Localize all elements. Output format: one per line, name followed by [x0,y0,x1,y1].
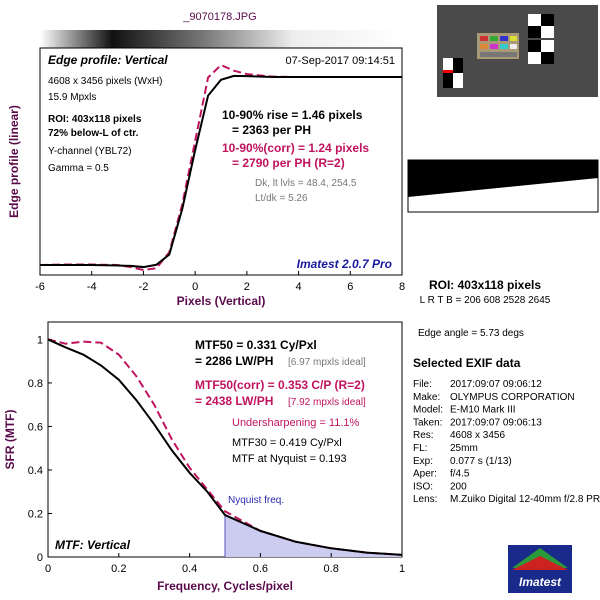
x-tick-label: 0 [192,281,198,293]
exif-value: 4608 x 3456 [450,430,505,441]
annotation: 10-90% rise = 1.46 pixels [222,108,363,122]
annotation: = 2286 LW/PH [195,354,273,368]
exif-key: Res: [413,430,434,441]
exif-value: 0.077 s (1/13) [450,456,512,467]
x-tick-label: 4 [296,281,302,293]
exif-value: 2017:09:07 09:06:13 [450,417,542,428]
annotation: Undersharpening = 11.1% [232,417,360,429]
exif-key: Lens: [413,494,437,505]
annotation: Imatest 2.0.7 Pro [297,257,392,271]
exif-value: f/4.5 [450,469,470,480]
x-tick-label: 0.8 [324,563,339,575]
exif-value: E-M10 Mark III [450,405,516,416]
x-tick-label: -2 [139,281,149,293]
y-tick-label: 0.4 [28,465,43,477]
exif-key: Exp: [413,456,433,467]
nyquist-area [225,515,402,557]
x-tick-label: 2 [244,281,250,293]
exif-value: 25mm [450,443,478,454]
y-tick-label: 0.6 [28,421,43,433]
x-tick-label: 6 [347,281,353,293]
series-line [40,74,402,269]
annotation: 4608 x 3456 pixels (WxH) [48,76,163,87]
logo: Imatest [508,545,572,593]
roi-bounds: L R T B = 206 608 2528 2645 [420,295,551,306]
annotation: = 2790 per PH (R=2) [232,156,345,170]
annotation: 10-90%(corr) = 1.24 pixels [222,141,369,155]
exif-value: OLYMPUS CORPORATION [450,392,575,403]
annotation: Y-channel (YBL72) [48,146,132,157]
series-line [47,338,403,556]
exif-value: M.Zuiko Digital 12-40mm f/2.8 PRO [450,494,600,505]
annotation: MTF: Vertical [55,538,131,552]
exif-key: Taken: [413,417,442,428]
exif-key: Aper: [413,469,437,480]
exif-value: 2017:09:07 09:06:12 [450,379,542,390]
x-tick-label: 0.2 [111,563,126,575]
exif-key: Model: [413,405,443,416]
x-tick-label: -6 [35,281,45,293]
annotation: MTF50 = 0.331 Cy/Pxl [195,338,317,352]
x-tick-label: -4 [87,281,97,293]
annotation: 72% below-L of ctr. [48,128,139,139]
page-title: _9070178.JPG [182,11,256,23]
annotation: [6.97 mpxls ideal] [288,357,366,368]
annotation: = 2363 per PH [232,123,311,137]
x-tick-label: 0.4 [182,563,197,575]
edge-crop [407,159,599,213]
exif-key: Make: [413,392,440,403]
edge-angle: Edge angle = 5.73 degs [418,328,524,339]
y-tick-label: 1 [37,334,43,346]
annotation: MTF at Nyquist = 0.193 [232,453,347,465]
annotation: 15.9 Mpxls [48,92,96,103]
exif-list: File: 2017:09:07 09:06:12 Make: OLYMPUS COR… [413,379,600,505]
edge-gradient [40,30,402,48]
y-tick-label: 0.2 [28,508,43,520]
exif-key: FL: [413,443,427,454]
x-tick-label: 8 [399,281,405,293]
y-axis-label: Edge profile (linear) [7,105,21,218]
logo-text: Imatest [519,575,562,589]
plot-frame [39,47,403,276]
annotation: Dk, lt lvls = 48.4, 254.5 [255,178,357,189]
exif-title: Selected EXIF data [413,356,521,370]
annotation: Gamma = 0.5 [48,163,109,174]
x-tick-label: 0 [45,563,51,575]
y-tick-label: 0.8 [28,378,43,390]
x-axis-label: Frequency, Cycles/pixel [157,579,293,593]
annotation: Nyquist freq. [228,495,284,506]
annotation: = 2438 LW/PH [195,394,273,408]
annotation: MTF50(corr) = 0.353 C/P (R=2) [195,378,365,392]
x-axis-label: Pixels (Vertical) [177,294,266,308]
exif-key: File: [413,379,432,390]
annotation: [7.92 mpxls ideal] [288,397,366,408]
annotation: 07-Sep-2017 09:14:51 [286,55,395,67]
roi-title: ROI: 403x118 pixels [429,278,541,292]
exif-key: ISO: [413,481,433,492]
y-axis-label: SFR (MTF) [3,410,17,470]
annotation: Lt/dk = 5.26 [255,193,308,204]
y-tick-label: 0 [37,552,43,564]
annotation: MTF30 = 0.419 Cy/Pxl [232,437,342,449]
annotation: ROI: 403x118 pixels [48,114,142,125]
x-tick-label: 0.6 [253,563,268,575]
exif-value: 200 [450,481,467,492]
annotation: Edge profile: Vertical [48,53,168,67]
x-tick-label: 1 [399,563,405,575]
thumbnail [437,5,598,97]
